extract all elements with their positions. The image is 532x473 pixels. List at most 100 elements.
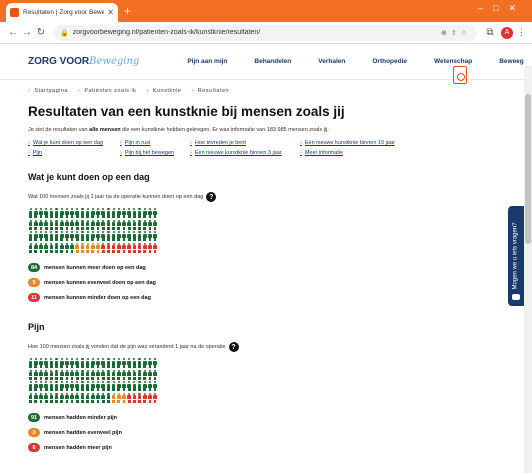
person-icon bbox=[142, 381, 147, 393]
person-icon bbox=[75, 369, 80, 382]
anchor-link[interactable]: › Hoe tevreden je bent bbox=[190, 140, 246, 146]
help-icon[interactable]: ? bbox=[228, 342, 239, 352]
download-pdf-icon[interactable] bbox=[453, 66, 467, 84]
person-icon bbox=[49, 219, 54, 232]
person-icon bbox=[90, 231, 95, 243]
browser-tab[interactable]: Resultaten | Zorg voor Beweging ✕ bbox=[6, 3, 118, 22]
anchor-link[interactable]: › Een nieuwe kunstknie binnen 10 jaar bbox=[300, 140, 395, 146]
person-icon bbox=[59, 208, 64, 220]
person-icon bbox=[127, 381, 132, 393]
person-icon bbox=[116, 242, 121, 255]
person-icon bbox=[95, 369, 100, 382]
person-icon bbox=[49, 208, 54, 220]
page-scrollbar[interactable] bbox=[524, 66, 532, 473]
window-controls[interactable]: –□✕ bbox=[478, 3, 526, 13]
breadcrumb-item[interactable]: Patiënten zoals ik bbox=[84, 88, 137, 94]
person-icon bbox=[44, 242, 49, 255]
count-badge: 84 bbox=[28, 263, 40, 272]
person-icon bbox=[101, 358, 106, 370]
person-icon bbox=[111, 219, 116, 232]
person-icon bbox=[80, 242, 85, 255]
site-logo[interactable]: ZORG VOORBeweging bbox=[28, 56, 140, 67]
breadcrumb-item[interactable]: Startpagina bbox=[34, 88, 68, 94]
person-icon bbox=[106, 231, 111, 243]
forward-icon[interactable]: → bbox=[22, 27, 32, 38]
person-icon bbox=[70, 392, 75, 405]
address-bar[interactable]: 🔒 zorgvoorbeweging.nl/patienten-zoals-ik… bbox=[54, 24, 477, 41]
nav-item[interactable]: Wetenschap bbox=[434, 58, 473, 65]
person-icon bbox=[44, 381, 49, 393]
person-icon bbox=[59, 358, 64, 370]
breadcrumb-item[interactable]: Kunstknie bbox=[152, 88, 182, 94]
url-text[interactable]: zorgvoorbeweging.nl/patienten-zoals-ik/k… bbox=[72, 29, 261, 36]
pictogram-grid-pain bbox=[28, 358, 498, 404]
person-icon bbox=[106, 219, 111, 232]
feedback-tab[interactable]: Mogen we u iets vragen? bbox=[508, 206, 524, 306]
person-icon bbox=[59, 231, 64, 243]
person-icon bbox=[90, 369, 95, 382]
person-icon bbox=[70, 208, 75, 220]
person-icon bbox=[106, 369, 111, 382]
person-icon bbox=[28, 242, 33, 255]
person-icon bbox=[121, 369, 126, 382]
help-icon[interactable]: ? bbox=[206, 192, 217, 202]
anchor-link[interactable]: › Meer informatie bbox=[300, 150, 344, 156]
person-icon bbox=[106, 208, 111, 220]
person-icon bbox=[153, 392, 158, 405]
lock-icon[interactable]: 🔒 bbox=[60, 29, 69, 37]
anchor-link[interactable]: › Wat je kunt doen op een dag bbox=[28, 140, 103, 146]
new-tab-icon[interactable]: + bbox=[124, 4, 132, 18]
person-icon bbox=[54, 392, 59, 405]
person-icon bbox=[132, 392, 137, 405]
reload-icon[interactable]: ↻ bbox=[36, 27, 46, 38]
nav-item[interactable]: Pijn aan mijn bbox=[187, 58, 228, 65]
legend-row: 11 mensen kunnen minder doen op een dag bbox=[28, 293, 498, 302]
pictogram-grid-daily bbox=[28, 208, 498, 254]
scrollbar-thumb[interactable] bbox=[525, 94, 531, 244]
person-icon bbox=[75, 219, 80, 232]
person-icon bbox=[44, 392, 49, 405]
section-question: Wat 100 mensen zoals jij 1 jaar na de op… bbox=[28, 192, 498, 202]
nav-item[interactable]: Orthopedie bbox=[372, 58, 408, 65]
anchor-link[interactable]: › Pijn in rust bbox=[120, 140, 151, 146]
extensions-icon[interactable]: ⧉ bbox=[486, 27, 494, 38]
person-icon bbox=[147, 381, 152, 393]
person-icon bbox=[70, 369, 75, 382]
back-icon[interactable]: ← bbox=[8, 27, 18, 38]
nav-item[interactable]: Behandelen bbox=[254, 58, 292, 65]
person-icon bbox=[147, 358, 152, 370]
page-title: Resultaten van een kunstknie bij mensen … bbox=[28, 104, 345, 119]
person-icon bbox=[70, 242, 75, 255]
person-icon bbox=[137, 219, 142, 232]
person-icon bbox=[28, 208, 33, 220]
menu-icon[interactable]: ⋮ bbox=[517, 27, 526, 37]
nav-item[interactable]: Verhalen bbox=[318, 58, 346, 65]
person-icon bbox=[121, 208, 126, 220]
person-icon bbox=[111, 231, 116, 243]
person-icon bbox=[153, 219, 158, 232]
person-icon bbox=[80, 208, 85, 220]
person-icon bbox=[59, 392, 64, 405]
nav-item[interactable]: Beweeg bbox=[499, 58, 524, 65]
person-icon bbox=[142, 219, 147, 232]
person-icon bbox=[85, 242, 90, 255]
person-icon bbox=[111, 358, 116, 370]
profile-avatar[interactable]: A bbox=[501, 26, 513, 39]
omnibox-actions-icon[interactable]: ⊕⇪☆ bbox=[440, 29, 471, 37]
legend-row: 84 mensen kunnen meer doen op een dag bbox=[28, 263, 498, 272]
person-icon bbox=[28, 358, 33, 370]
person-icon bbox=[28, 369, 33, 382]
anchor-link[interactable]: › Pijn bbox=[28, 150, 43, 156]
person-icon bbox=[54, 231, 59, 243]
anchor-link[interactable]: › Een nieuwe kunstknie binnen 3 jaar bbox=[190, 150, 282, 156]
close-tab-icon[interactable]: ✕ bbox=[107, 8, 114, 17]
person-icon bbox=[90, 392, 95, 405]
person-icon bbox=[85, 208, 90, 220]
anchor-link[interactable]: › Pijn bij het bewegen bbox=[120, 150, 175, 156]
person-icon bbox=[80, 219, 85, 232]
person-icon bbox=[106, 358, 111, 370]
person-icon bbox=[111, 369, 116, 382]
person-icon bbox=[64, 392, 69, 405]
person-icon bbox=[121, 358, 126, 370]
person-icon bbox=[111, 381, 116, 393]
